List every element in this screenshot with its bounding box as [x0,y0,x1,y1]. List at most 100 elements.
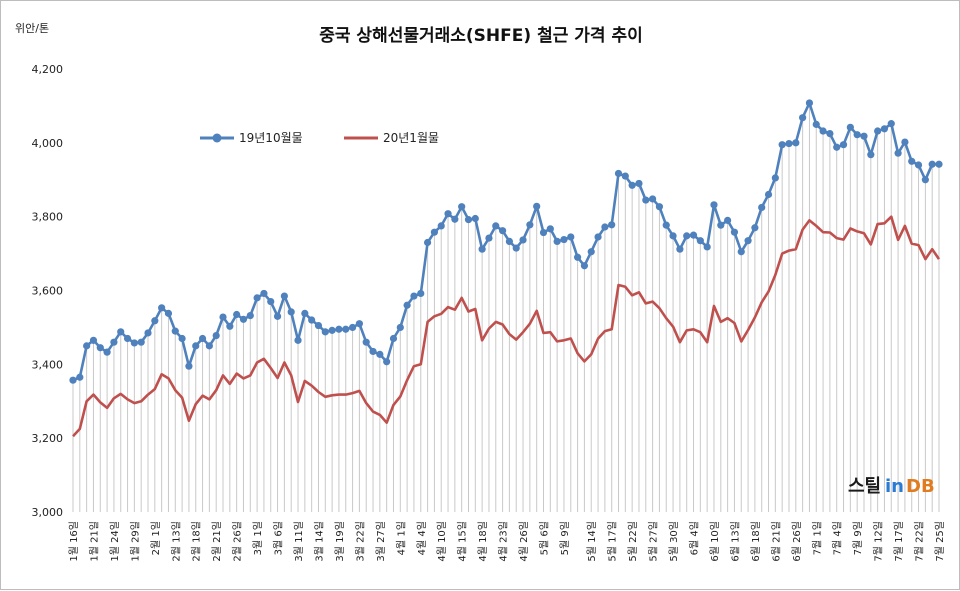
data-point [771,174,779,182]
x-tick-label: 1월 24일 [109,521,121,562]
data-point [144,329,152,337]
data-point [314,321,323,330]
data-point [594,233,602,241]
data-point [151,317,159,325]
x-tick-label: 7월 9일 [852,521,864,555]
x-tick-label: 7월 22일 [914,521,926,562]
data-point [342,325,350,333]
data-point [587,248,595,256]
data-point [355,320,363,328]
data-point [403,301,411,309]
drop-lines [72,102,940,512]
data-point [171,327,179,335]
data-point [519,236,527,244]
data-point [437,222,445,230]
data-point [867,151,875,159]
data-point [601,223,609,231]
data-point [376,350,384,358]
data-point [383,358,391,366]
y-tick-label: 3,800 [32,211,64,224]
data-point [553,237,561,246]
data-point [69,376,77,384]
data-point [921,176,929,184]
x-tick-label: 6월 4일 [689,521,701,555]
x-tick-label: 3월 27일 [375,521,387,562]
series-group [69,99,943,438]
x-tick-label: 7월 25일 [934,521,946,562]
data-point [887,120,895,128]
data-point [730,228,739,236]
data-point [860,132,868,140]
data-point [751,224,759,232]
x-tick-label: 3월 1일 [252,521,264,555]
data-point [471,214,479,223]
data-point [560,235,568,244]
x-tick-label: 6월 26일 [791,521,803,562]
x-tick-label: 4월 18일 [477,521,489,562]
data-point [573,253,582,261]
x-tick-label: 5월 27일 [648,521,660,562]
data-point [396,323,404,332]
data-point [662,221,670,229]
data-point [737,248,745,256]
data-point [894,149,902,157]
data-point [539,228,548,237]
data-point [880,125,889,133]
data-point [614,169,623,178]
data-point [785,139,793,148]
data-point [185,362,193,370]
data-point [212,331,220,340]
data-point [89,336,98,344]
data-point [819,127,827,135]
data-point [369,347,377,356]
data-point [335,325,343,333]
data-point [233,310,241,319]
x-tick-label: 1월 21일 [88,521,100,562]
data-point [301,309,309,317]
x-tick-label: 1월 29일 [129,521,141,562]
x-tick-label: 3월 11일 [293,521,305,562]
data-point [778,141,786,149]
data-point [792,139,800,147]
data-point [110,338,118,346]
data-point [526,221,534,229]
data-point [546,225,554,233]
x-tick-label: 3월 19일 [334,521,346,562]
data-point [669,232,677,240]
data-point [123,334,132,343]
x-tick-label: 5월 6일 [539,521,551,555]
x-tick-label: 2월 21일 [211,521,223,562]
legend-marker-series-1 [212,133,222,143]
x-tick-label: 6월 21일 [770,521,782,562]
data-point [758,203,766,212]
data-point [621,172,629,180]
x-tick-label: 5월 22일 [627,521,639,562]
data-point [853,131,861,139]
x-tick-label: 2월 1일 [150,521,162,555]
x-tick-label: 1월 16일 [68,521,80,562]
x-tick-label: 7월 1일 [811,521,823,555]
x-tick-label: 4월 10일 [436,521,448,562]
data-point [348,323,357,332]
data-point [198,334,207,343]
data-point [839,141,848,149]
data-point [689,231,698,239]
data-point [805,99,814,107]
data-point [219,313,227,321]
x-tick-label: 4월 26일 [518,521,530,562]
data-point [287,308,295,316]
x-tick-label: 4월 23일 [498,521,510,562]
y-tick-label: 4,000 [32,137,64,150]
data-point [512,244,520,252]
data-point [260,289,268,298]
data-point [764,190,773,199]
data-point [492,222,500,230]
data-point [164,309,173,317]
series-line-2 [72,215,941,438]
data-point [280,292,288,300]
data-point [117,328,125,336]
data-point [158,304,166,312]
y-tick-label: 3,200 [32,432,64,445]
x-tick-label: 4월 15일 [457,521,469,562]
